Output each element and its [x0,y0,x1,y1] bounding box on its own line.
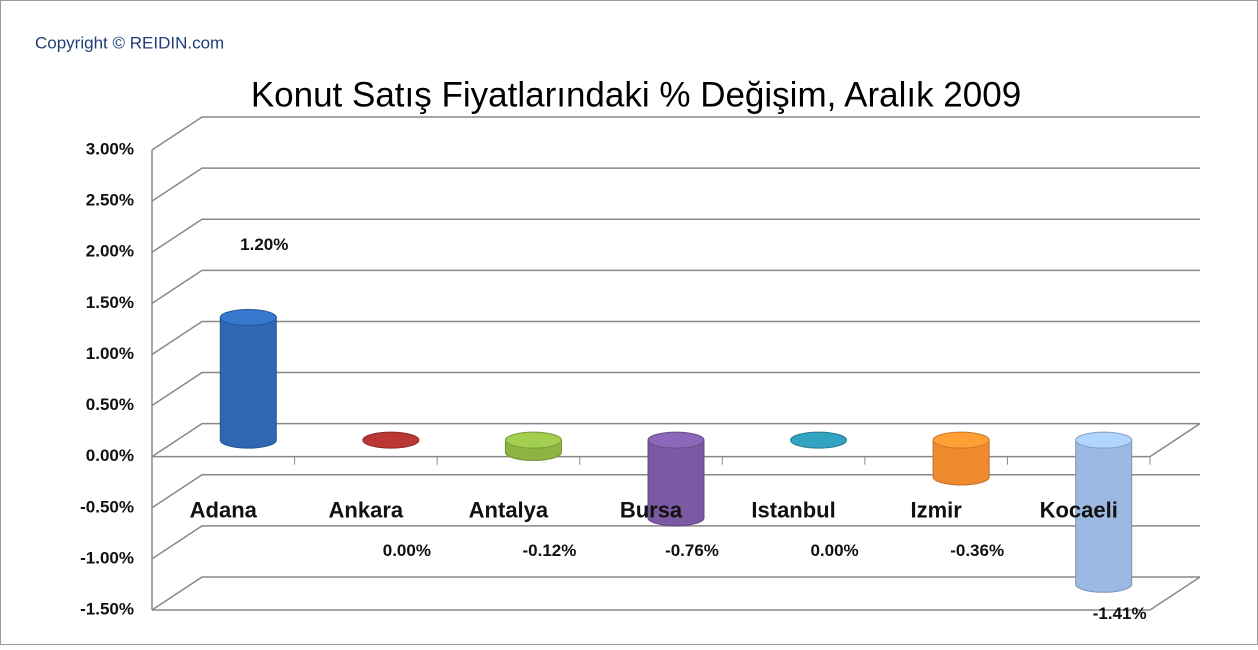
grid-line [151,218,1200,253]
grid-line [151,371,1200,407]
x-tick-label: Bursa [620,497,683,522]
grid-line [151,116,1200,151]
y-tick-label: 1.50% [86,293,134,312]
x-tick-label: Ankara [329,497,404,522]
bar-top [790,431,848,449]
x-tick-label: Antalya [469,497,549,522]
bar-top [504,431,562,449]
floor-side [1149,423,1201,458]
y-tick-label: -1.50% [80,599,134,618]
bar-body [647,439,705,527]
bar-body [932,439,990,486]
y-tick-label: 3.00% [86,139,134,158]
value-label: 0.00% [383,541,431,560]
bar-top [219,309,277,326]
x-tick-label: Adana [190,497,258,522]
y-tick-label: 0.00% [86,446,134,465]
bar-top [647,431,705,449]
value-label: -0.12% [522,541,576,560]
bar-top [932,431,990,449]
bar-body [219,317,277,449]
grid-line [151,576,1200,611]
x-tick-label: Istanbul [751,497,835,522]
value-label: -0.36% [950,541,1004,560]
value-label: 0.00% [810,541,858,560]
y-tick-label: 0.50% [86,395,134,414]
copyright: Copyright © REIDIN.com [35,33,224,52]
value-label: 1.20% [240,235,288,254]
bar-top [362,431,420,449]
y-tick-label: -1.00% [80,548,134,567]
bottom-side [1149,576,1201,611]
chart-title: Konut Satış Fiyatlarındaki % Değişim, Ar… [251,75,1021,114]
grid-line [151,474,1200,509]
x-tick-label: Izmir [910,497,962,522]
grid-line [151,422,1200,458]
y-tick-label: 2.00% [86,242,134,261]
value-label: -1.41% [1093,604,1147,623]
bar-top [1075,431,1133,449]
bar-body [1075,439,1133,593]
grid-line [151,525,1200,560]
x-tick-label: Kocaeli [1040,497,1118,522]
y-tick-label: 2.50% [86,191,134,210]
grid-line [151,167,1200,202]
grid-line [151,269,1200,304]
y-tick-label: 1.00% [86,344,134,363]
grid-line [151,320,1200,356]
value-label: -0.76% [665,541,719,560]
y-tick-label: -0.50% [80,497,134,516]
